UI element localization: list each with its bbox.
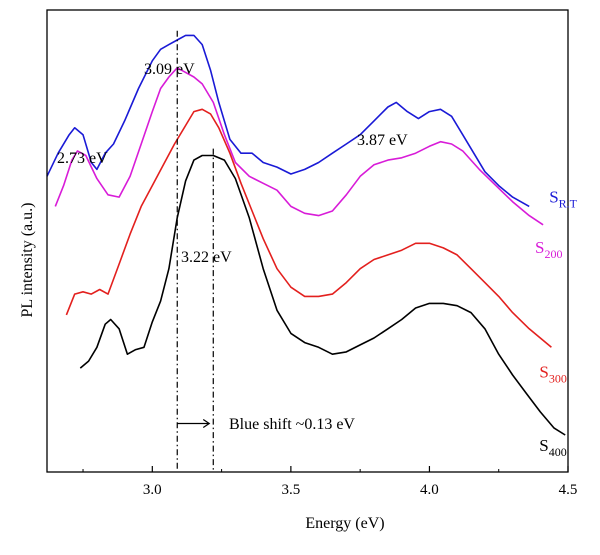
series-line-3	[79, 154, 566, 436]
reference-lines	[176, 30, 214, 472]
series-label-3: S400	[539, 436, 566, 459]
series-line-0	[46, 34, 530, 208]
x-tick-label: 4.5	[559, 482, 578, 498]
x-tick-label: 3.0	[143, 482, 162, 498]
annotation-blue-shift: Blue shift ~0.13 eV	[229, 416, 355, 433]
series-label-sub: 300	[549, 371, 567, 385]
annotation-peak-rt-main: 3.09 eV	[144, 61, 195, 78]
x-axis-title: Energy (eV)	[305, 515, 384, 532]
x-tick-label: 3.5	[281, 482, 300, 498]
series-label-sub: R.T	[559, 196, 578, 210]
plot-lines	[46, 34, 566, 436]
annotation-peak-rt-high: 3.87 eV	[357, 132, 408, 149]
annotation-peak-400: 3.22 eV	[181, 249, 232, 266]
series-label-main: S	[549, 187, 558, 206]
axes: 3.0 3.5 4.0 4.5	[46, 9, 578, 498]
series-label-sub: 200	[545, 247, 563, 261]
series-label-main: S	[539, 436, 548, 455]
series-label-1: S200	[535, 238, 562, 261]
shift-arrow-head	[202, 418, 211, 428]
series-line-2	[65, 108, 552, 348]
series-label-sub: 400	[549, 445, 567, 459]
series-label-2: S300	[539, 362, 566, 385]
series-label-main: S	[535, 238, 544, 257]
series-label-main: S	[539, 362, 548, 381]
annotation-peak-rt-low: 2.73 eV	[57, 150, 108, 167]
series-line-1	[54, 67, 544, 226]
y-axis-title: PL intensity (a.u.)	[19, 203, 36, 318]
series-label-0: SR.T	[549, 187, 577, 210]
x-tick-label: 4.0	[420, 482, 439, 498]
plot-frame	[46, 9, 569, 473]
